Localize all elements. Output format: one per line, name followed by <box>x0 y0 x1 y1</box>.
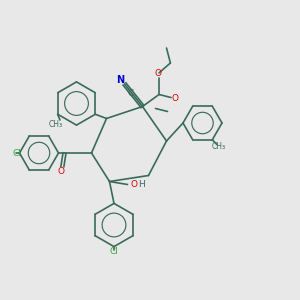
Text: CH₃: CH₃ <box>212 142 226 151</box>
Text: O: O <box>131 180 138 189</box>
Text: CH₃: CH₃ <box>48 120 63 129</box>
Text: O: O <box>154 69 162 78</box>
Text: H: H <box>138 180 145 189</box>
Text: Cl: Cl <box>110 248 118 256</box>
Text: O: O <box>58 167 65 176</box>
Text: C: C <box>128 88 134 98</box>
Text: Cl: Cl <box>12 148 21 158</box>
Text: N: N <box>116 75 124 85</box>
Text: O: O <box>172 94 179 103</box>
